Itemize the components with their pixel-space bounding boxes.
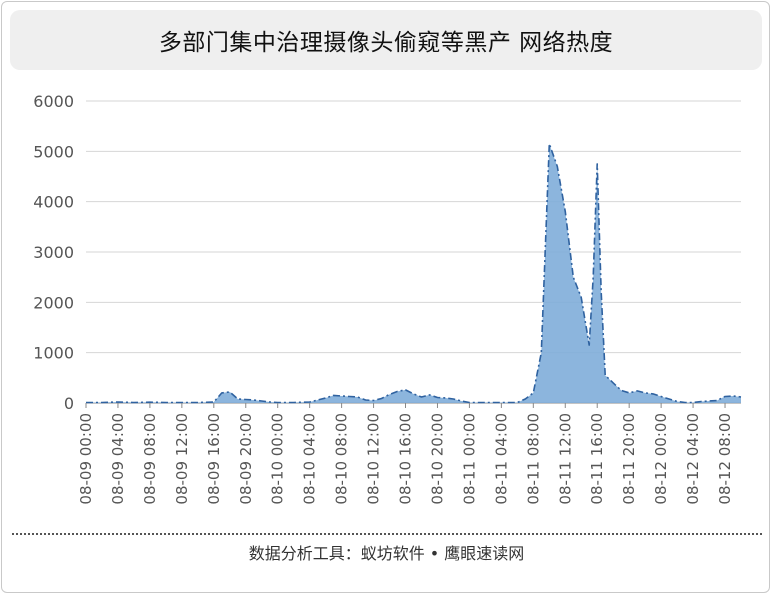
x-tick-label: 08-12 04:00	[684, 413, 702, 505]
series-0-line	[86, 143, 742, 404]
x-tick-label: 08-10 20:00	[428, 413, 446, 505]
x-tick-label: 08-11 16:00	[588, 413, 606, 505]
y-tick-label: 3000	[33, 243, 74, 262]
y-tick-label: 2000	[33, 293, 74, 312]
x-tick-label: 08-10 12:00	[365, 413, 383, 505]
x-tick-label: 08-09 16:00	[205, 413, 223, 505]
x-tick-label: 08-11 04:00	[492, 413, 510, 505]
x-tick-label: 08-11 08:00	[524, 413, 542, 505]
footer-divider	[12, 533, 762, 535]
chart-title: 多部门集中治理摄像头偷窥等黑产 网络热度	[158, 30, 614, 56]
series-layer	[86, 143, 742, 404]
x-tick-label: 08-10 16:00	[397, 413, 415, 505]
y-tick-label: 4000	[33, 193, 74, 212]
x-tick-label: 08-11 20:00	[620, 413, 638, 505]
x-tick-label: 08-10 00:00	[269, 413, 287, 505]
x-tick-label: 08-09 08:00	[141, 413, 159, 505]
x-tick-label: 08-09 00:00	[77, 413, 95, 505]
title-bar: 多部门集中治理摄像头偷窥等黑产 网络热度	[10, 10, 762, 70]
x-tick-label: 08-12 00:00	[652, 413, 670, 505]
y-tick-label: 6000	[33, 92, 74, 111]
footer-credit: 数据分析工具：蚁坊软件 • 鹰眼速读网	[248, 544, 525, 563]
x-tick-label: 08-09 04:00	[109, 413, 127, 505]
x-tick-label: 08-11 12:00	[556, 413, 574, 505]
x-tick-label: 08-09 12:00	[173, 413, 191, 505]
y-tick-label: 0	[64, 394, 74, 413]
series-0-area	[86, 143, 741, 404]
x-axis-ticks: 08-09 00:00 08-09 04:00 08-09 08:00 08-09 1…	[77, 403, 734, 505]
y-tick-label: 5000	[33, 142, 74, 161]
y-tick-label: 1000	[33, 344, 74, 363]
x-tick-label: 08-10 04:00	[301, 413, 319, 505]
grid-lines	[86, 100, 741, 404]
x-tick-label: 08-10 08:00	[333, 413, 351, 505]
x-tick-label: 08-11 00:00	[460, 413, 478, 505]
x-tick-label: 08-12 08:00	[716, 413, 734, 505]
y-axis-ticks: 0 1000 2000 3000 4000 5000 6000	[33, 92, 74, 413]
x-tick-label: 08-09 20:00	[237, 413, 255, 505]
